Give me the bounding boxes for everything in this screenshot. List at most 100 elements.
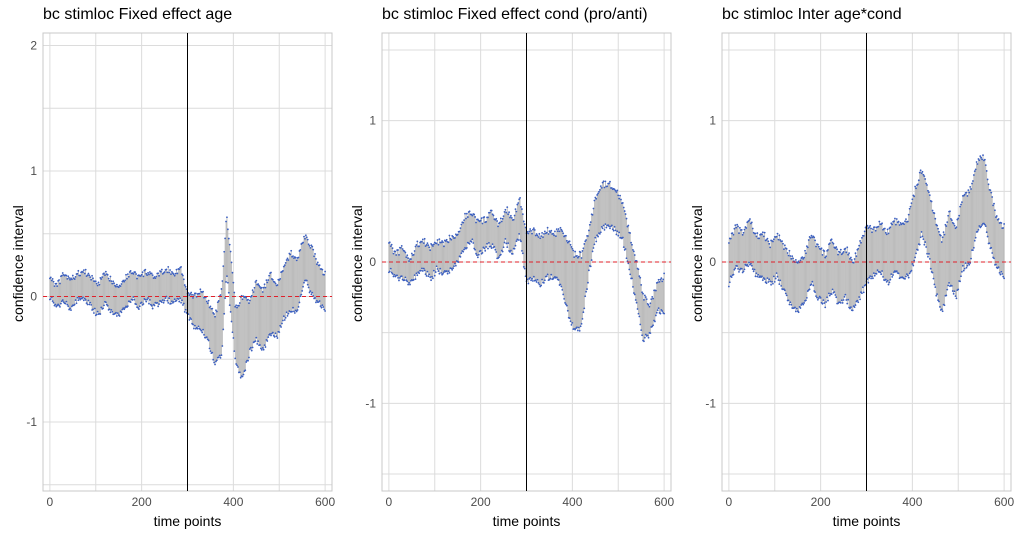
lower-bound-point bbox=[96, 310, 99, 313]
upper-bound-point bbox=[794, 258, 797, 261]
upper-bound-point bbox=[98, 283, 101, 286]
upper-bound-point bbox=[848, 252, 850, 255]
lower-bound-point bbox=[282, 319, 284, 322]
lower-bound-point bbox=[239, 376, 242, 379]
upper-bound-point bbox=[805, 252, 807, 255]
upper-bound-point bbox=[450, 238, 453, 241]
lower-bound-point bbox=[506, 246, 509, 249]
upper-bound-point bbox=[412, 253, 415, 256]
lower-bound-point bbox=[77, 299, 80, 302]
upper-bound-point bbox=[960, 203, 962, 206]
lower-bound-point bbox=[447, 270, 450, 273]
upper-bound-point bbox=[850, 259, 853, 261]
lower-bound-point bbox=[640, 329, 643, 332]
lower-bound-point bbox=[861, 286, 864, 289]
upper-bound-point bbox=[305, 236, 308, 239]
lower-bound-point bbox=[748, 261, 750, 264]
upper-bound-point bbox=[255, 279, 258, 282]
upper-bound-point bbox=[504, 208, 507, 211]
x-tick-label: 400 bbox=[902, 495, 922, 509]
upper-bound-point bbox=[905, 218, 907, 221]
lower-bound-point bbox=[530, 279, 532, 282]
lower-bound-point bbox=[784, 292, 787, 295]
lower-bound-point bbox=[271, 331, 274, 334]
upper-bound-point bbox=[216, 301, 219, 304]
lower-bound-point bbox=[58, 304, 60, 307]
lower-bound-point bbox=[854, 304, 857, 306]
lower-bound-point bbox=[426, 270, 429, 273]
upper-bound-point bbox=[290, 249, 293, 252]
lower-bound-point bbox=[652, 324, 655, 327]
lower-bound-point bbox=[964, 262, 967, 265]
lower-bound-point bbox=[972, 249, 974, 252]
lower-bound-point bbox=[937, 299, 939, 302]
upper-bound-point bbox=[823, 250, 826, 252]
lower-bound-point bbox=[251, 346, 254, 349]
lower-bound-point bbox=[319, 305, 322, 308]
lower-bound-point bbox=[436, 268, 439, 270]
upper-bound-point bbox=[169, 269, 171, 271]
lower-bound-point bbox=[322, 306, 325, 308]
lower-bound-point bbox=[597, 235, 599, 238]
lower-bound-point bbox=[931, 271, 934, 274]
upper-bound-point bbox=[284, 261, 287, 264]
upper-bound-point bbox=[441, 240, 443, 242]
lower-bound-point bbox=[948, 281, 950, 284]
upper-bound-point bbox=[316, 261, 319, 264]
upper-bound-point bbox=[623, 210, 626, 212]
lower-bound-point bbox=[264, 346, 267, 348]
lower-bound-point bbox=[259, 344, 261, 346]
upper-bound-point bbox=[943, 233, 946, 236]
upper-bound-point bbox=[140, 273, 143, 276]
upper-bound-point bbox=[873, 226, 876, 229]
lower-bound-point bbox=[260, 348, 263, 351]
lower-bound-point bbox=[990, 246, 993, 249]
upper-bound-point bbox=[976, 163, 979, 165]
lower-bound-point bbox=[768, 278, 771, 281]
lower-bound-point bbox=[560, 285, 563, 288]
lower-bound-point bbox=[747, 265, 750, 268]
lower-bound-point bbox=[162, 301, 165, 304]
lower-bound-point bbox=[638, 315, 641, 318]
upper-bound-point bbox=[191, 293, 193, 296]
upper-bound-point bbox=[299, 248, 302, 251]
lower-bound-point bbox=[887, 283, 890, 286]
upper-bound-point bbox=[261, 291, 264, 293]
lower-bound-point bbox=[275, 335, 278, 338]
upper-bound-point bbox=[776, 232, 779, 235]
upper-bound-point bbox=[779, 239, 782, 241]
lower-bound-point bbox=[172, 300, 175, 303]
upper-bound-point bbox=[651, 295, 654, 298]
x-axis-label: time points bbox=[153, 513, 222, 529]
lower-bound-point bbox=[65, 300, 68, 303]
lower-bound-point bbox=[772, 282, 774, 285]
upper-bound-point bbox=[950, 218, 952, 220]
lower-bound-point bbox=[827, 299, 829, 302]
lower-bound-point bbox=[750, 262, 752, 265]
lower-bound-point bbox=[404, 276, 407, 279]
lower-bound-point bbox=[828, 294, 831, 297]
upper-bound-point bbox=[758, 237, 761, 240]
lower-bound-point bbox=[209, 350, 212, 353]
lower-bound-point bbox=[231, 331, 234, 334]
lower-bound-point bbox=[538, 283, 541, 286]
upper-bound-point bbox=[801, 256, 804, 259]
upper-bound-point bbox=[448, 234, 451, 237]
lower-bound-point bbox=[406, 280, 409, 283]
upper-bound-point bbox=[558, 230, 561, 233]
upper-bound-point bbox=[399, 246, 402, 249]
upper-bound-point bbox=[287, 259, 290, 261]
lower-bound-point bbox=[115, 315, 118, 317]
upper-bound-point bbox=[492, 214, 495, 217]
x-tick-label: 0 bbox=[47, 495, 54, 509]
lower-bound-point bbox=[962, 269, 965, 272]
lower-bound-point bbox=[462, 250, 465, 253]
lower-bound-point bbox=[413, 274, 416, 277]
upper-bound-point bbox=[945, 225, 948, 227]
upper-bound-point bbox=[91, 274, 93, 277]
lower-bound-point bbox=[884, 278, 887, 281]
lower-bound-point bbox=[550, 273, 553, 276]
lower-bound-point bbox=[126, 305, 129, 308]
lower-bound-point bbox=[602, 224, 605, 227]
upper-bound-point bbox=[627, 224, 630, 227]
